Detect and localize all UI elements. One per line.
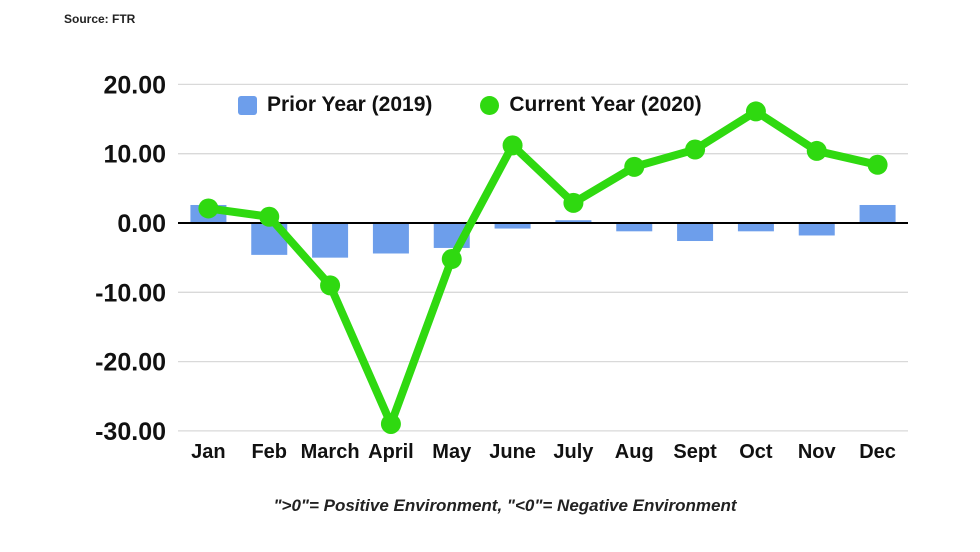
x-tick-label: Oct [739,441,773,463]
x-tick-label: March [301,441,360,463]
bar-dec [859,204,896,223]
data-point-oct [745,101,766,122]
x-tick-label: May [432,441,472,463]
y-tick-label: -20.00 [95,349,166,377]
data-point-aug [624,156,645,177]
data-point-june [502,135,523,156]
bar-june [494,223,531,229]
legend-label-prior-year: Prior Year (2019) [267,93,433,116]
x-tick-label: June [489,441,536,463]
x-tick-label: April [368,441,414,463]
data-point-feb [259,206,280,227]
bar-march [312,223,349,258]
legend-item-prior-year: Prior Year (2019) [238,93,432,117]
data-point-nov [806,140,827,161]
x-tick-label: July [553,441,594,463]
bar-aug [616,223,653,232]
footnote: ">0"= Positive Environment, "<0"= Negati… [273,496,737,515]
data-point-july [563,192,584,213]
bar-nov [798,223,835,236]
bar-oct [737,223,774,232]
data-point-dec [867,154,888,175]
legend-item-current-year: Current Year (2020) [480,93,702,117]
data-point-sept [685,139,706,160]
y-tick-label: -30.00 [95,418,166,446]
data-point-may [441,249,462,270]
y-tick-label: 10.00 [103,141,166,169]
x-tick-label: Feb [251,441,287,463]
legend-label-current-year: Current Year (2020) [509,93,702,116]
trend-line [204,107,882,428]
x-tick-label: Dec [859,441,896,463]
data-point-march [320,275,341,296]
legend: Prior Year (2019) Current Year (2020) [238,93,702,117]
bar-sept [677,223,714,242]
y-tick-label: -10.00 [95,279,166,307]
bar-july [555,220,592,223]
legend-circle-marker [480,95,500,115]
x-tick-label: Aug [615,441,654,463]
source-label: Source: FTR [64,12,136,26]
x-tick-label: Nov [798,441,837,463]
y-tick-label: 0.00 [117,210,166,238]
y-tick-label: 20.00 [103,71,166,99]
x-tick-label: Sept [673,441,717,463]
legend-square-marker [238,95,257,115]
x-tick-label: Jan [191,441,225,463]
data-point-jan [198,198,219,219]
bar-april [372,223,409,254]
data-point-april [380,413,401,434]
